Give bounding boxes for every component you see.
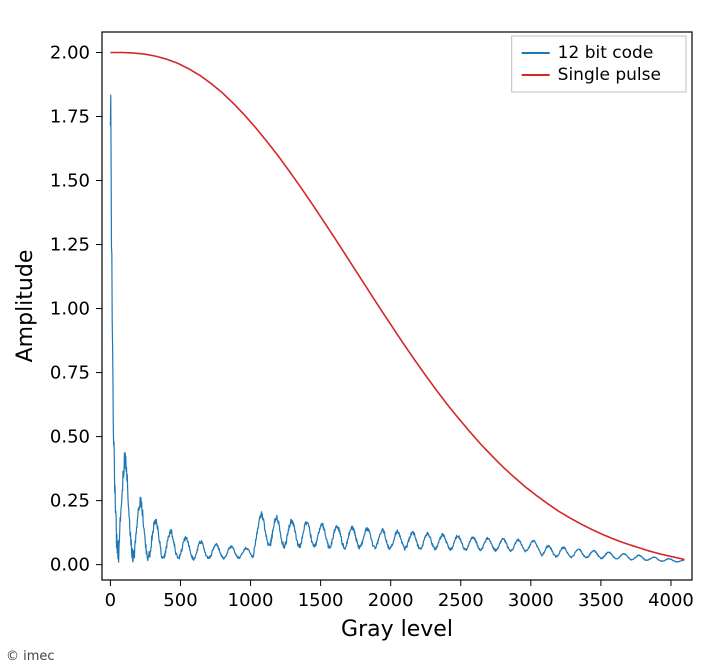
ytick-label: 0.00: [50, 555, 90, 576]
line-chart: 0 500 1000 1500 2000 2500 3000 3500 4000 0.00 0.25…: [0, 0, 726, 668]
ytick-label: 2.00: [50, 42, 90, 63]
legend: 12 bit codeSingle pulse: [512, 36, 686, 92]
chart-container: 0 500 1000 1500 2000 2500 3000 3500 4000 0.00 0.25…: [0, 0, 726, 668]
ytick-label: 0.25: [50, 491, 90, 512]
y-axis-label: Amplitude: [13, 250, 38, 363]
x-axis-label: Gray level: [341, 617, 453, 642]
xtick-label: 500: [163, 590, 197, 611]
xtick-label: 2000: [368, 590, 414, 611]
legend-label: 12 bit code: [558, 43, 654, 63]
ytick-label: 1.00: [50, 299, 90, 320]
xtick-label: 4000: [648, 590, 694, 611]
ytick-label: 0.50: [50, 427, 90, 448]
xtick-label: 1500: [298, 590, 344, 611]
ytick-label: 0.75: [50, 363, 90, 384]
xtick-label: 3000: [508, 590, 554, 611]
xtick-label: 0: [105, 590, 116, 611]
ytick-label: 1.75: [50, 107, 90, 128]
legend-label: Single pulse: [558, 65, 661, 85]
xtick-label: 3500: [578, 590, 624, 611]
ytick-label: 1.25: [50, 235, 90, 256]
xtick-label: 1000: [228, 590, 274, 611]
ytick-label: 1.50: [50, 171, 90, 192]
copyright-text: © imec: [6, 649, 55, 664]
xtick-label: 2500: [438, 590, 484, 611]
